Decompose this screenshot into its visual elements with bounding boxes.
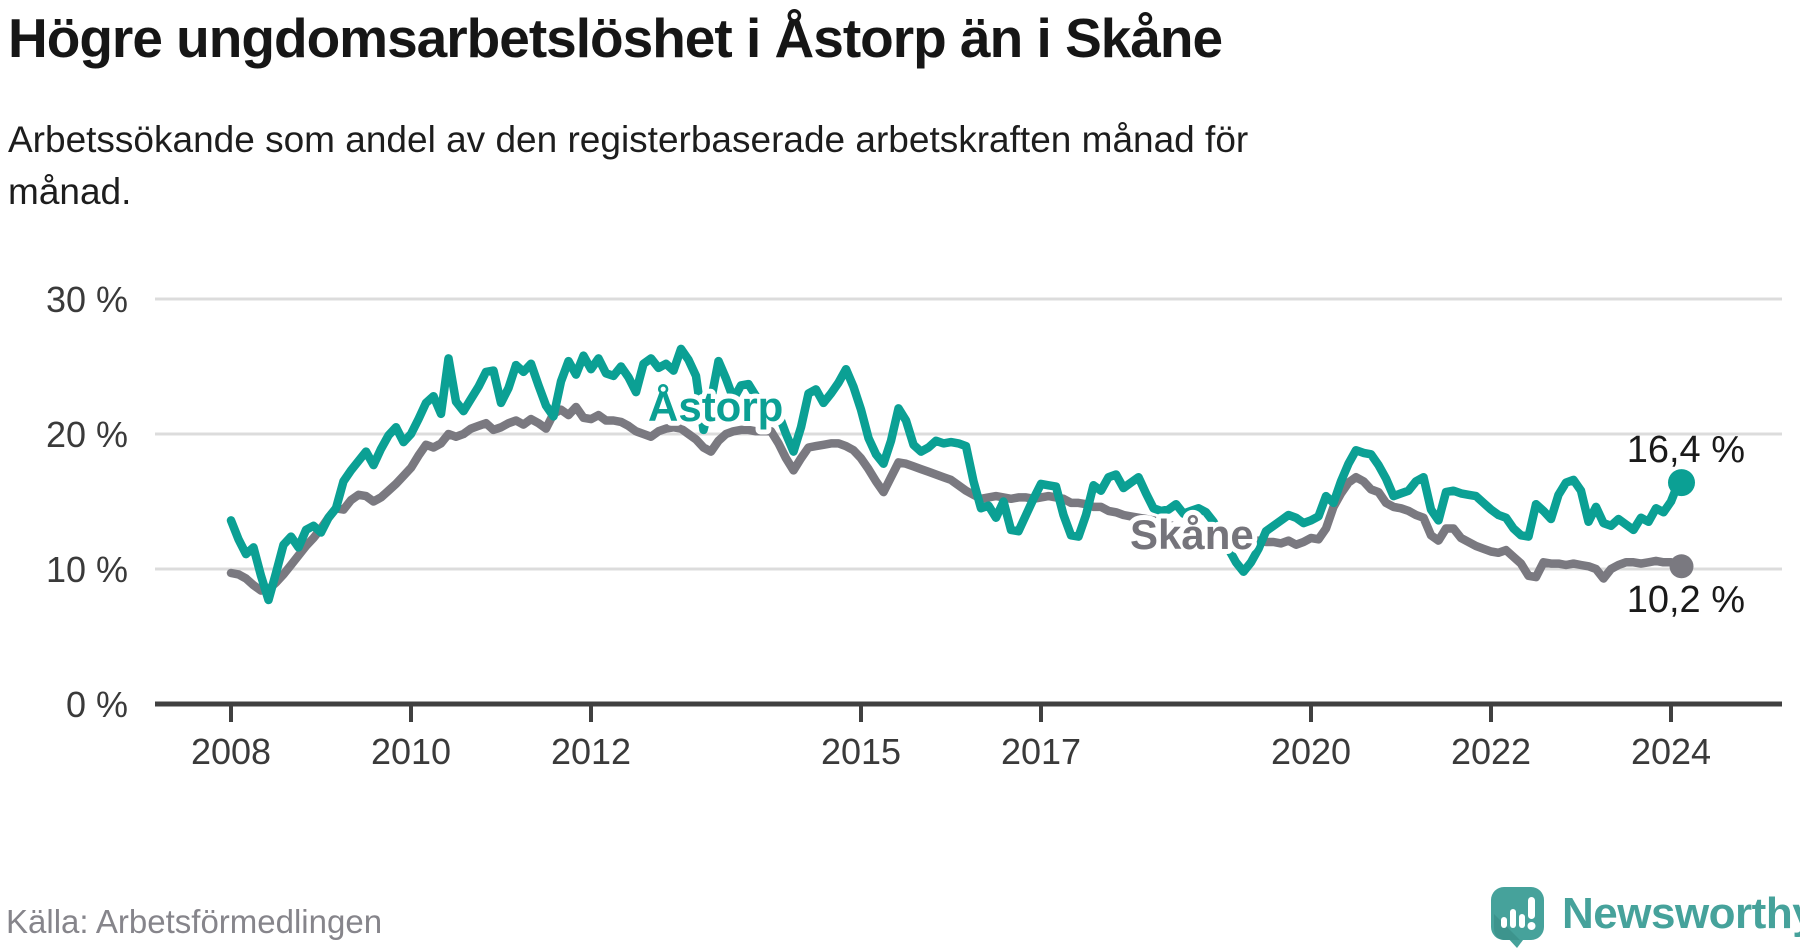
brand-name: Newsworthy	[1562, 889, 1800, 938]
series-label-astorp: Åstorp	[648, 383, 783, 430]
newsworthy-logo: Newsworthy	[1490, 884, 1800, 948]
y-tick-label-0: 0 %	[66, 684, 128, 725]
y-tick-label-30: 30 %	[46, 279, 128, 320]
chart-subtitle: Arbetssökande som andel av den registerb…	[8, 114, 1508, 218]
end-value-label-astorp: 16,4 %	[1627, 429, 1745, 471]
chart-subtitle-line-2: månad.	[8, 170, 132, 212]
speech-bubble-bar-chart-icon	[1491, 887, 1544, 948]
x-tick-label-2020: 2020	[1271, 731, 1351, 772]
series-end-dot-skane	[1669, 554, 1694, 579]
series-label-skane: Skåne	[1130, 511, 1254, 558]
chart-subtitle-line-1: Arbetssökande som andel av den registerb…	[8, 119, 1249, 160]
y-tick-label-20: 20 %	[46, 414, 128, 455]
x-tick-label-2010: 2010	[371, 731, 451, 772]
series-line-astorp	[226, 344, 1683, 605]
end-value-label-skane: 10,2 %	[1627, 579, 1745, 621]
y-tick-label-10: 10 %	[46, 549, 128, 590]
x-tick-label-2015: 2015	[821, 731, 901, 772]
chart-title: Högre ungdomsarbetslöshet i Åstorp än i …	[8, 7, 1223, 69]
x-tick-label-2022: 2022	[1451, 731, 1531, 772]
x-tick-label-2024: 2024	[1631, 731, 1711, 772]
series-line-skane	[226, 402, 1683, 595]
source-note: Källa: Arbetsförmedlingen	[6, 903, 383, 940]
x-tick-label-2017: 2017	[1001, 731, 1081, 772]
series-end-dot-astorp	[1668, 469, 1695, 497]
x-tick-label-2008: 2008	[191, 731, 271, 772]
x-tick-label-2012: 2012	[551, 731, 631, 772]
